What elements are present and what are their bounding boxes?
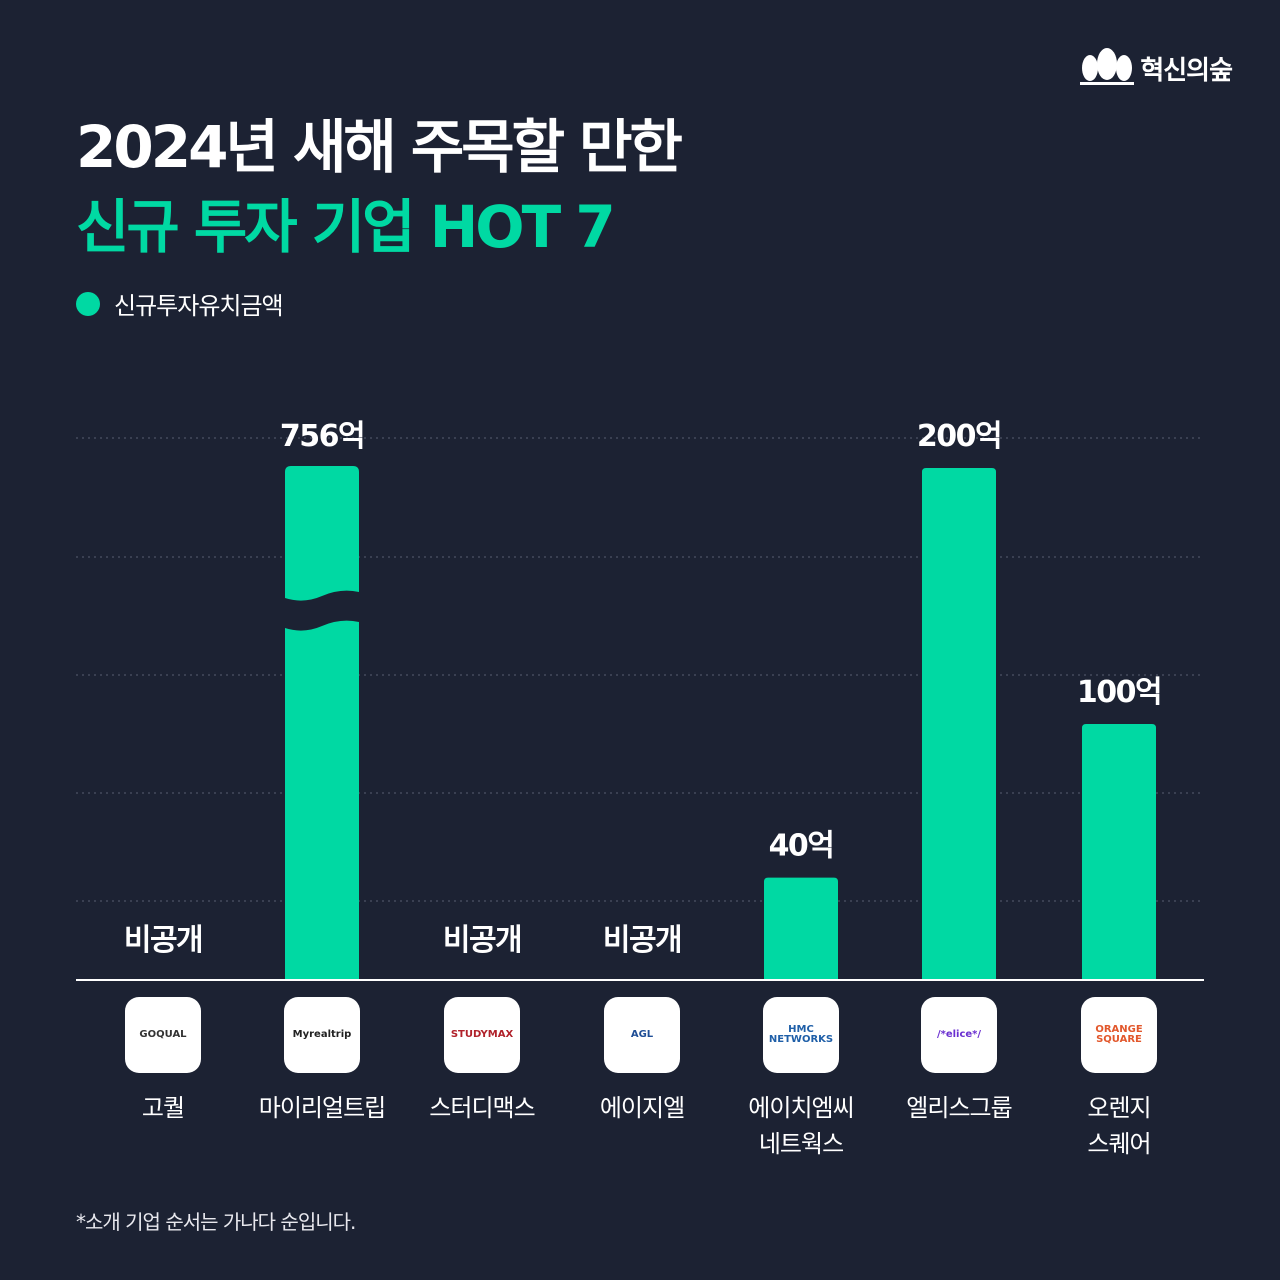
company-logo: STUDYMAX [444,997,520,1073]
data-label: 200억 [917,419,1001,454]
brand-logo: 혁신의숲 [1078,48,1233,88]
legend-label: 신규투자유치금액 [114,292,284,320]
company-logo: Myrealtrip [284,997,360,1073]
category-label: 엘리스그룹 [906,1094,1012,1122]
category-label: 고퀄 [141,1094,185,1122]
page-title: 2024년 새해 주목할 만한 [76,113,683,181]
data-label: 비공개 [603,923,681,958]
data-label: 40억 [769,829,834,864]
company-logo: ORANGE SQUARE [1081,997,1157,1073]
category-label: 에이지엘 [599,1094,685,1122]
legend-swatch [76,291,100,316]
footnote: *소개 기업 순서는 가나다 순입니다. [76,1210,356,1234]
brand-name: 혁신의숲 [1140,55,1233,86]
forest-trees-icon [1080,48,1135,85]
company-logo: HMC NETWORKS [763,997,839,1073]
category-label: 에이치엠씨 네트웍스 [748,1094,854,1158]
bar [285,466,359,601]
data-label: 비공개 [124,923,202,958]
data-label: 비공개 [443,923,521,958]
bar [764,877,838,980]
bar [922,468,996,980]
category-label: 오렌지 스퀘어 [1087,1094,1151,1158]
company-logo: GOQUAL [125,997,201,1073]
category-label: 마이리얼트립 [258,1094,386,1122]
page-subtitle: 신규 투자 기업 HOT 7 [76,193,616,261]
category-label: 스터디맥스 [429,1094,535,1122]
bar [1082,724,1156,980]
chart-legend: 신규투자유치금액 [76,286,284,321]
company-logo: AGL [604,997,680,1073]
company-logo: /*elice*/ [921,997,997,1073]
bar-segment [285,620,359,980]
data-label: 100억 [1077,675,1161,710]
data-label: 756억 [280,419,364,454]
